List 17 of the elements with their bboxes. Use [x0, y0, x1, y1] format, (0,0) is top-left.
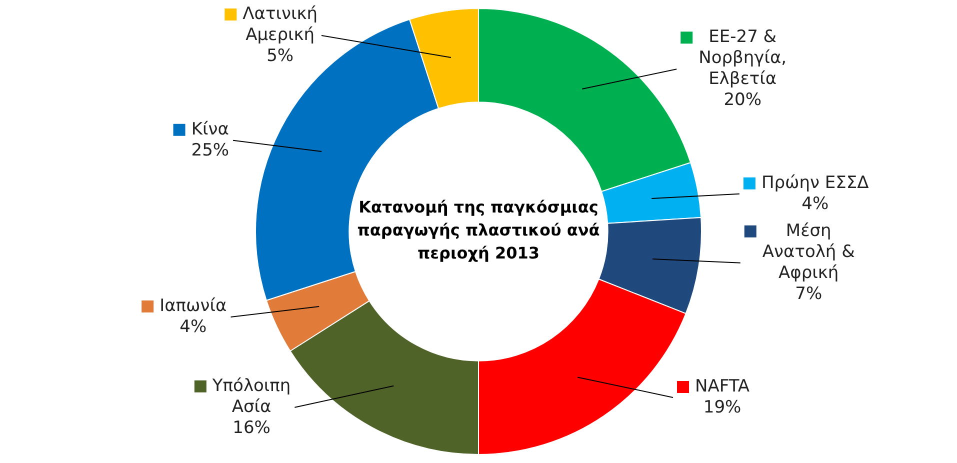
data-label: 16% [232, 418, 270, 438]
data-label: 7% [795, 284, 822, 304]
legend-label: NAFTA [695, 376, 750, 396]
legend-label: Μέση Ανατολή & Αφρική [762, 220, 855, 283]
data-label: 20% [724, 90, 762, 110]
data-label: 4% [802, 194, 829, 214]
text: Κατανομή της παγκόσμιας παραγωγής πλαστικού ανά περιοχή 2013 [357, 198, 600, 263]
legend-label: Υπόλοιπη Ασία [211, 376, 291, 417]
data-label: 4% [180, 316, 207, 337]
legend-label: Ιαπωνία [160, 296, 227, 316]
data-label: 25% [191, 140, 230, 160]
legend-label: Πρώην ΕΣΣΔ [761, 172, 870, 193]
legend-label: ΕΕ-27 & Νορβηγία, Ελβετία [698, 27, 787, 90]
legend-label: Κίνα [191, 119, 229, 140]
data-label: 5% [266, 46, 294, 66]
legend-label: Λατινική Αμερική [242, 4, 318, 45]
data-label: 19% [703, 397, 742, 418]
